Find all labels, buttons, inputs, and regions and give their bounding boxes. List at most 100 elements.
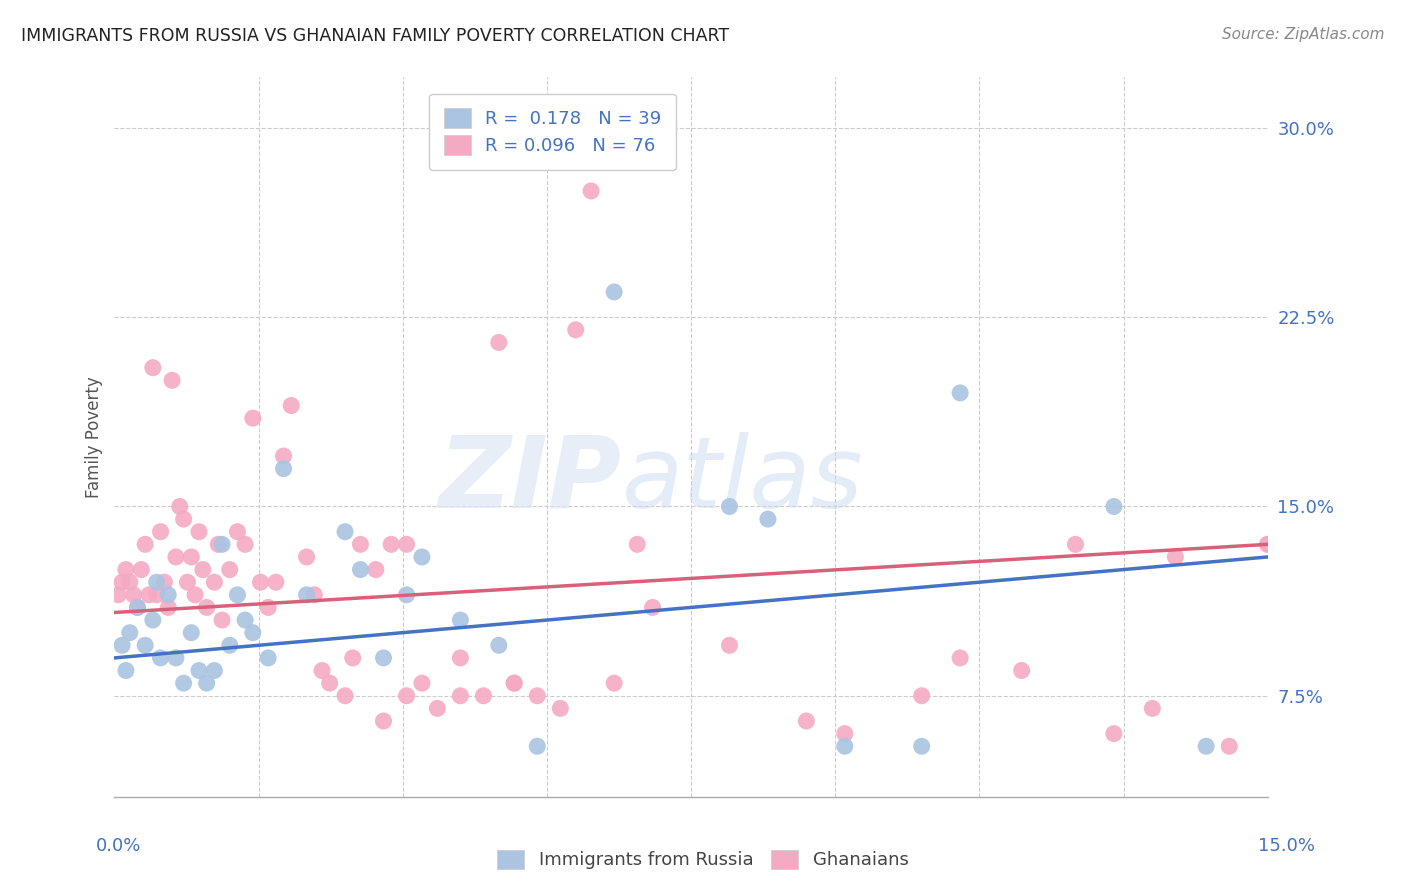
Point [449,651,471,665]
Point [180,549,202,564]
Point [233,537,256,551]
Point [273,461,295,475]
Point [184,588,207,602]
Point [911,689,934,703]
Point [1102,726,1125,740]
Point [138,588,160,602]
Point [218,563,240,577]
Point [142,613,165,627]
Point [449,613,471,627]
Point [395,588,418,602]
Point [834,739,856,754]
Point [1218,739,1240,754]
Text: ZIP: ZIP [439,432,621,529]
Point [157,588,180,602]
Point [304,588,326,602]
Point [173,512,195,526]
Point [134,638,156,652]
Point [149,651,172,665]
Point [641,600,664,615]
Point [191,563,214,577]
Point [122,588,145,602]
Point [249,575,271,590]
Point [127,600,149,615]
Point [318,676,340,690]
Point [718,500,741,514]
Text: atlas: atlas [621,432,863,529]
Point [115,563,138,577]
Point [176,575,198,590]
Point [127,600,149,615]
Point [188,664,211,678]
Point [226,524,249,539]
Text: 15.0%: 15.0% [1257,837,1315,855]
Point [472,689,495,703]
Text: 0.0%: 0.0% [96,837,141,855]
Point [626,537,648,551]
Point [195,676,218,690]
Point [411,676,433,690]
Point [1011,664,1033,678]
Point [503,676,526,690]
Point [526,689,548,703]
Point [157,600,180,615]
Point [165,651,187,665]
Point [949,385,972,400]
Point [1142,701,1164,715]
Point [180,625,202,640]
Point [242,411,264,425]
Point [449,689,471,703]
Point [364,563,387,577]
Point [349,537,371,551]
Point [145,575,167,590]
Point [949,651,972,665]
Point [342,651,364,665]
Legend: Immigrants from Russia, Ghanaians: Immigrants from Russia, Ghanaians [488,840,918,879]
Point [145,588,167,602]
Point [131,563,153,577]
Point [564,323,586,337]
Point [796,714,818,728]
Point [1257,537,1279,551]
Point [488,638,510,652]
Point [1195,739,1218,754]
Point [295,549,318,564]
Point [526,739,548,754]
Point [165,549,187,564]
Point [153,575,176,590]
Point [107,588,129,602]
Point [134,537,156,551]
Point [257,600,280,615]
Point [373,714,395,728]
Point [149,524,172,539]
Point [195,600,218,615]
Text: IMMIGRANTS FROM RUSSIA VS GHANAIAN FAMILY POVERTY CORRELATION CHART: IMMIGRANTS FROM RUSSIA VS GHANAIAN FAMIL… [21,27,730,45]
Point [373,651,395,665]
Point [579,184,602,198]
Point [1064,537,1087,551]
Point [188,524,211,539]
Point [349,563,371,577]
Point [202,664,225,678]
Point [1102,500,1125,514]
Point [280,399,302,413]
Legend: R =  0.178   N = 39, R = 0.096   N = 76: R = 0.178 N = 39, R = 0.096 N = 76 [429,94,676,169]
Point [111,638,134,652]
Point [111,575,134,590]
Point [115,664,138,678]
Point [233,613,256,627]
Point [226,588,249,602]
Point [273,449,295,463]
Point [411,549,433,564]
Point [488,335,510,350]
Point [1164,549,1187,564]
Point [395,537,418,551]
Point [218,638,240,652]
Point [426,701,449,715]
Point [311,664,333,678]
Point [503,676,526,690]
Point [211,613,233,627]
Point [211,537,233,551]
Point [395,689,418,703]
Point [333,689,356,703]
